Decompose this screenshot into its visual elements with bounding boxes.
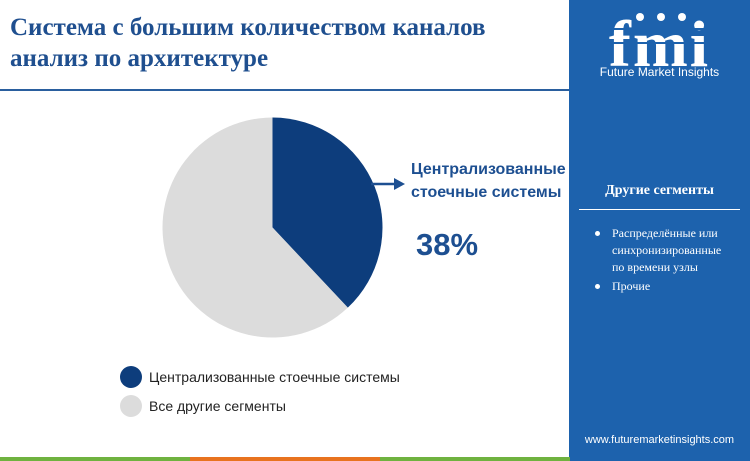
callout-label: Централизованные стоечные системы: [411, 161, 566, 201]
list-item: Прочие: [595, 278, 725, 295]
legend-label-other: Все другие сегменты: [149, 398, 286, 414]
pie-chart: [162, 117, 383, 338]
sidebar-panel: fmi Future Market Insights Другие сегмен…: [569, 0, 750, 461]
other-segments-list: Распределённые или синхронизированные по…: [595, 225, 725, 297]
other-segments-divider: [579, 209, 740, 210]
list-item: Распределённые или синхронизированные по…: [595, 225, 725, 276]
svg-text:fmi: fmi: [609, 8, 710, 81]
title-divider: [0, 89, 569, 91]
bottom-bar-segment-blue: [570, 457, 750, 461]
brand-name: Future Market Insights: [599, 65, 720, 79]
pie-slice-other-segments: [162, 117, 348, 338]
legend-swatch-other: [120, 395, 142, 417]
bottom-color-bar: [0, 457, 750, 461]
callout-arrow-icon: [371, 178, 405, 190]
bottom-bar-segment-orange: [190, 457, 380, 461]
bottom-bar-segment-green: [380, 457, 570, 461]
fmi-logo-icon: fmi: [595, 8, 724, 81]
website-link[interactable]: www.futuremarketinsights.com: [584, 434, 735, 446]
page-title: Система с большим количеством каналов ан…: [10, 14, 486, 72]
legend-swatch-centralized: [120, 366, 142, 388]
bottom-bar-segment-green: [0, 457, 190, 461]
pie-slice-centralized-rack-systems: [272, 117, 383, 308]
other-segments-heading: Другие сегменты: [605, 183, 714, 198]
callout-value: 38%: [416, 227, 479, 262]
legend-label-centralized: Централизованные стоечные системы: [149, 369, 400, 385]
